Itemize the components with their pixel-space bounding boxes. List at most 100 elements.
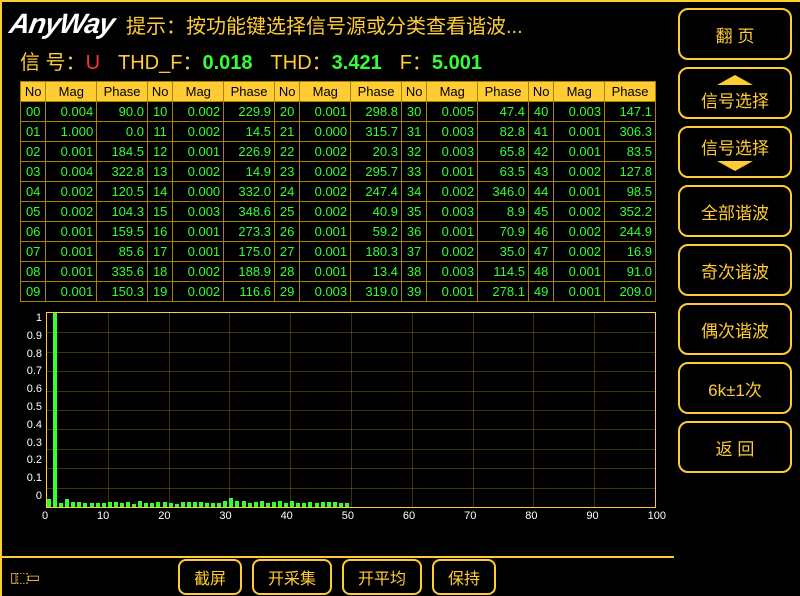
sidebar: 翻 页信号选择信号选择全部谐波奇次谐波偶次谐波6k±1次返 回 bbox=[674, 0, 800, 596]
footer-button[interactable]: 开采集 bbox=[252, 559, 332, 595]
chevron-down-icon bbox=[717, 161, 753, 171]
chart-bar bbox=[156, 502, 160, 507]
chart-bar bbox=[272, 502, 276, 507]
chart-bar bbox=[53, 313, 57, 507]
table-header: Phase bbox=[351, 82, 402, 102]
footer: ▯⬚▭ 截屏开采集开平均保持 bbox=[0, 556, 674, 596]
sidebar-button[interactable]: 6k±1次 bbox=[678, 362, 792, 414]
chart-bar bbox=[163, 502, 167, 507]
table-header: Mag bbox=[300, 82, 351, 102]
chart-bar bbox=[296, 503, 300, 507]
chart-bar bbox=[126, 502, 130, 507]
chart-bar bbox=[144, 503, 148, 507]
chart-bar bbox=[138, 501, 142, 507]
chart-bar bbox=[71, 502, 75, 507]
chart-bar bbox=[235, 501, 239, 507]
chart-bar bbox=[96, 503, 100, 507]
header: AnyWay 提示：按功能键选择信号源或分类查看谐波... bbox=[10, 8, 666, 40]
table-header: Phase bbox=[478, 82, 529, 102]
logo: AnyWay bbox=[10, 8, 114, 40]
chart-bar bbox=[302, 503, 306, 507]
chart-bar bbox=[321, 502, 325, 507]
chart-bar bbox=[229, 498, 233, 507]
chart-bar bbox=[345, 503, 349, 507]
metrics-bar: 信 号：U THD_F：0.018 THD：3.421 F：5.001 bbox=[20, 46, 656, 75]
harmonics-chart: 10.90.80.70.60.50.40.30.20.10 0102030405… bbox=[20, 312, 656, 522]
table-row: 011.0000.0110.00214.5210.000315.7310.003… bbox=[21, 122, 656, 142]
sidebar-button[interactable]: 奇次谐波 bbox=[678, 244, 792, 296]
chart-bar bbox=[169, 503, 173, 507]
table-header: Phase bbox=[97, 82, 148, 102]
chart-bar bbox=[308, 502, 312, 507]
chart-bar bbox=[59, 503, 63, 507]
harmonics-table: NoMagPhaseNoMagPhaseNoMagPhaseNoMagPhase… bbox=[20, 81, 656, 302]
chart-bar bbox=[315, 503, 319, 507]
sidebar-button[interactable]: 偶次谐波 bbox=[678, 303, 792, 355]
chart-bar bbox=[83, 503, 87, 507]
signal-label: 信 号： bbox=[20, 52, 86, 74]
chart-bar bbox=[211, 503, 215, 507]
table-row: 090.001150.3190.002116.6290.003319.0390.… bbox=[21, 282, 656, 302]
sidebar-button[interactable]: 信号选择 bbox=[678, 126, 792, 178]
chart-bar bbox=[260, 501, 264, 507]
chart-bar bbox=[327, 502, 331, 507]
chart-bar bbox=[114, 502, 118, 507]
sidebar-button[interactable]: 翻 页 bbox=[678, 8, 792, 60]
chart-bar bbox=[205, 503, 209, 507]
chart-bar bbox=[47, 499, 51, 507]
footer-button[interactable]: 保持 bbox=[432, 559, 496, 595]
chart-bar bbox=[150, 503, 154, 507]
chart-bar bbox=[290, 501, 294, 507]
chart-bar bbox=[187, 502, 191, 507]
chart-bar bbox=[284, 503, 288, 507]
table-header: Phase bbox=[605, 82, 656, 102]
sidebar-button[interactable]: 全部谐波 bbox=[678, 185, 792, 237]
thdf-label: THD_F： bbox=[118, 52, 202, 74]
chart-bar bbox=[242, 501, 246, 507]
table-row: 040.002120.5140.000332.0240.002247.4340.… bbox=[21, 182, 656, 202]
hint-text: 提示：按功能键选择信号源或分类查看谐波... bbox=[126, 10, 523, 39]
chart-bar bbox=[120, 503, 124, 507]
table-header: Phase bbox=[224, 82, 275, 102]
chart-bar bbox=[65, 499, 69, 507]
table-row: 030.004322.8130.00214.9230.002295.7330.0… bbox=[21, 162, 656, 182]
thdf-value: 0.018 bbox=[202, 52, 252, 74]
chart-bar bbox=[193, 502, 197, 507]
f-label: F： bbox=[400, 52, 432, 74]
f-value: 5.001 bbox=[432, 52, 482, 74]
chart-bar bbox=[217, 503, 221, 507]
table-row: 070.00185.6170.001175.0270.001180.3370.0… bbox=[21, 242, 656, 262]
thd-value: 3.421 bbox=[332, 52, 382, 74]
chevron-up-icon bbox=[717, 75, 753, 85]
chart-bar bbox=[339, 503, 343, 507]
footer-button[interactable]: 开平均 bbox=[342, 559, 422, 595]
table-header: No bbox=[147, 82, 172, 102]
table-row: 020.001184.5120.001226.9220.00220.3320.0… bbox=[21, 142, 656, 162]
chart-bar bbox=[175, 504, 179, 507]
signal-value: U bbox=[86, 52, 100, 74]
table-header: No bbox=[528, 82, 553, 102]
chart-bar bbox=[223, 501, 227, 507]
table-header: No bbox=[274, 82, 299, 102]
chart-bar bbox=[333, 502, 337, 507]
chart-bar bbox=[77, 502, 81, 507]
chart-bar bbox=[181, 502, 185, 507]
chart-bar bbox=[102, 503, 106, 507]
table-header: Mag bbox=[46, 82, 97, 102]
footer-button[interactable]: 截屏 bbox=[178, 559, 242, 595]
table-row: 080.001335.6180.002188.9280.00113.4380.0… bbox=[21, 262, 656, 282]
table-row: 060.001159.5160.001273.3260.00159.2360.0… bbox=[21, 222, 656, 242]
table-header: Mag bbox=[554, 82, 605, 102]
sidebar-button[interactable]: 信号选择 bbox=[678, 67, 792, 119]
chart-bar bbox=[248, 503, 252, 507]
table-header: No bbox=[401, 82, 426, 102]
table-header: Mag bbox=[427, 82, 478, 102]
chart-bar bbox=[254, 502, 258, 507]
sidebar-button[interactable]: 返 回 bbox=[678, 421, 792, 473]
table-header: No bbox=[21, 82, 46, 102]
table-row: 000.00490.0100.002229.9200.001298.8300.0… bbox=[21, 102, 656, 122]
table-row: 050.002104.3150.003348.6250.00240.9350.0… bbox=[21, 202, 656, 222]
battery-icon: ▯⬚▭ bbox=[10, 569, 38, 586]
thd-label: THD： bbox=[271, 52, 332, 74]
chart-bar bbox=[278, 501, 282, 507]
